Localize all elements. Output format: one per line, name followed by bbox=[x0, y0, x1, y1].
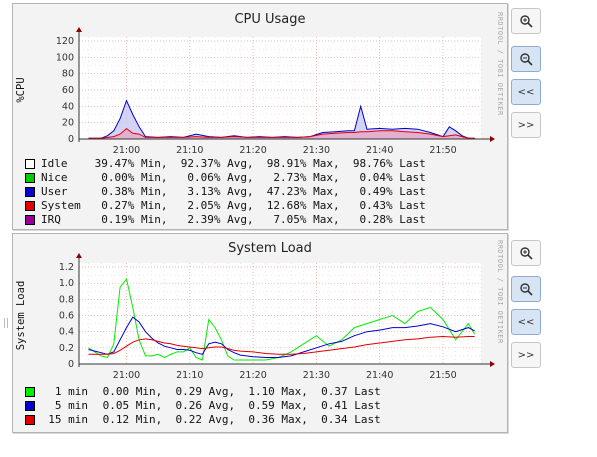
legend-name: User bbox=[41, 185, 68, 198]
x-tick-label: 21:10 bbox=[176, 370, 203, 381]
x-tick-label: 21:00 bbox=[113, 145, 140, 156]
y-tick-label: 120 bbox=[56, 36, 74, 47]
zoom-in-icon bbox=[520, 247, 533, 260]
y-tick-label: 0.8 bbox=[59, 294, 74, 305]
series-area-user bbox=[88, 100, 475, 139]
legend-swatch bbox=[25, 187, 35, 197]
legend-name: 5 min bbox=[54, 399, 88, 412]
plot-area bbox=[79, 37, 481, 139]
y-axis-arrow bbox=[76, 253, 82, 258]
y-tick-label: 0 bbox=[68, 359, 74, 370]
legend-name: 15 min bbox=[48, 413, 88, 426]
splitter-handle[interactable] bbox=[4, 318, 8, 328]
legend-values: 0.12 Min, 0.22 Avg, 0.36 Max, 0.34 Last bbox=[96, 413, 381, 426]
x-tick-label: 21:40 bbox=[366, 145, 393, 156]
x-axis-arrow bbox=[490, 361, 495, 367]
legend-name: IRQ bbox=[41, 213, 61, 226]
x-tick-label: 21:20 bbox=[239, 145, 266, 156]
legend-name: Nice bbox=[41, 171, 68, 184]
cpu-zoom-in-button[interactable] bbox=[511, 8, 541, 34]
load-zoom-out-button[interactable] bbox=[511, 276, 541, 302]
legend-row: Nice 0.00% Min, 0.06% Avg, 2.73% Max, 0.… bbox=[25, 171, 426, 185]
legend-swatch bbox=[25, 415, 35, 425]
legend-values: 39.47% Min, 92.37% Avg, 98.91% Max, 98.7… bbox=[88, 157, 426, 170]
legend-values: 0.19% Min, 2.39% Avg, 7.05% Max, 0.28% L… bbox=[88, 213, 426, 226]
load-prev-button[interactable]: << bbox=[511, 309, 541, 335]
y-tick-label: 40 bbox=[62, 101, 74, 112]
legend-swatch bbox=[25, 387, 35, 397]
legend-swatch bbox=[25, 215, 35, 225]
cpu-next-button[interactable]: >> bbox=[511, 112, 541, 138]
rrdtool-credit-label: RRDTOOL / TOBI OETIKER bbox=[496, 240, 504, 344]
legend-row: 5 min 0.05 Min, 0.26 Avg, 0.59 Max, 0.41… bbox=[25, 399, 381, 413]
cpu-usage-graph: CPU Usage 0 20 40 60 80 100 120 21:00 21:10 21:20 2… bbox=[12, 3, 508, 230]
y-tick-label: 0.4 bbox=[59, 327, 74, 338]
y-tick-label: 0 bbox=[68, 134, 74, 145]
x-tick-label: 21:10 bbox=[176, 145, 203, 156]
legend-row: IRQ 0.19% Min, 2.39% Avg, 7.05% Max, 0.2… bbox=[25, 213, 426, 227]
y-tick-label: 80 bbox=[62, 69, 74, 80]
y-tick-label: 1.2 bbox=[59, 262, 74, 273]
legend-values: 0.27% Min, 2.05% Avg, 12.68% Max, 0.43% … bbox=[88, 199, 426, 212]
system-load-graph: System Load 0 0.2 0.4 0.6 0.8 1.0 1.2 21:00 21:10… bbox=[12, 233, 508, 433]
legend-name: Idle bbox=[41, 157, 68, 170]
series-line-system bbox=[88, 127, 475, 139]
cpu-legend: Idle 39.47% Min, 92.37% Avg, 98.91% Max,… bbox=[25, 157, 426, 227]
series-line-user bbox=[88, 99, 475, 139]
legend-row: System 0.27% Min, 2.05% Avg, 12.68% Max,… bbox=[25, 199, 426, 213]
x-tick-label: 21:30 bbox=[303, 370, 330, 381]
y-axis-arrow bbox=[76, 27, 82, 32]
plot-area bbox=[79, 263, 481, 364]
cpu-zoom-out-button[interactable] bbox=[511, 46, 541, 72]
legend-row: User 0.38% Min, 3.13% Avg, 47.23% Max, 0… bbox=[25, 185, 426, 199]
zoom-out-icon bbox=[520, 283, 533, 296]
legend-swatch bbox=[25, 159, 35, 169]
x-tick-label: 21:20 bbox=[239, 370, 266, 381]
y-tick-label: 20 bbox=[62, 118, 74, 129]
x-tick-label: 21:50 bbox=[429, 145, 456, 156]
legend-values: 0.00 Min, 0.29 Avg, 1.10 Max, 0.37 Last bbox=[96, 385, 381, 398]
series-line-5-min bbox=[88, 316, 475, 358]
load-legend: 1 min 0.00 Min, 0.29 Avg, 1.10 Max, 0.37… bbox=[25, 385, 381, 427]
y-tick-label: 60 bbox=[62, 85, 74, 96]
series-line-15-min bbox=[88, 335, 475, 355]
legend-swatch bbox=[25, 201, 35, 211]
x-tick-label: 21:30 bbox=[303, 145, 330, 156]
legend-swatch bbox=[25, 173, 35, 183]
y-tick-label: 0.6 bbox=[59, 311, 74, 322]
rrdtool-credit-label: RRDTOOL / TOBI OETIKER bbox=[496, 12, 504, 116]
x-tick-label: 21:40 bbox=[366, 370, 393, 381]
system-load-plot: System Load 0 0.2 0.4 0.6 0.8 1.0 1.2 21:00 21:10… bbox=[15, 240, 504, 381]
legend-name: System bbox=[41, 199, 81, 212]
zoom-in-icon bbox=[520, 15, 533, 28]
legend-values: 0.00% Min, 0.06% Avg, 2.73% Max, 0.04% L… bbox=[88, 171, 426, 184]
cpu-usage-plot: CPU Usage 0 20 40 60 80 100 120 21:00 21:10 21:20 2… bbox=[15, 12, 504, 156]
cpu-prev-button[interactable]: << bbox=[511, 79, 541, 105]
y-axis-label: %CPU bbox=[15, 77, 27, 102]
legend-row: Idle 39.47% Min, 92.37% Avg, 98.91% Max,… bbox=[25, 157, 426, 171]
chart-title: System Load bbox=[228, 241, 312, 256]
load-zoom-in-button[interactable] bbox=[511, 240, 541, 266]
y-tick-label: 100 bbox=[56, 52, 74, 63]
y-tick-label: 1.0 bbox=[59, 278, 74, 289]
legend-row: 15 min 0.12 Min, 0.22 Avg, 0.36 Max, 0.3… bbox=[25, 413, 381, 427]
x-tick-label: 21:00 bbox=[113, 370, 140, 381]
x-tick-label: 21:50 bbox=[429, 370, 456, 381]
y-axis-label: System Load bbox=[15, 281, 27, 351]
legend-values: 0.05 Min, 0.26 Avg, 0.59 Max, 0.41 Last bbox=[96, 399, 381, 412]
x-axis-arrow bbox=[490, 136, 495, 142]
chart-title: CPU Usage bbox=[234, 12, 305, 27]
load-next-button[interactable]: >> bbox=[511, 342, 541, 368]
y-tick-label: 0.2 bbox=[59, 343, 74, 354]
legend-swatch bbox=[25, 401, 35, 411]
legend-values: 0.38% Min, 3.13% Avg, 47.23% Max, 0.49% … bbox=[88, 185, 426, 198]
legend-name: 1 min bbox=[54, 385, 88, 398]
legend-row: 1 min 0.00 Min, 0.29 Avg, 1.10 Max, 0.37… bbox=[25, 385, 381, 399]
zoom-out-icon bbox=[520, 53, 533, 66]
